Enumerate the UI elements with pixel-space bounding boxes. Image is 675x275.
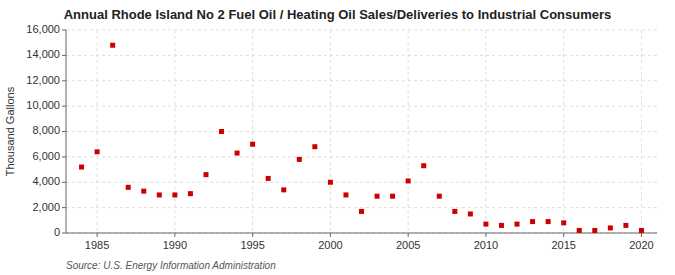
x-tick-label: 2010 (474, 239, 498, 251)
y-tick-label: 8,000 (32, 124, 60, 136)
x-tick (174, 233, 175, 237)
x-tick (408, 233, 409, 237)
y-grid-line (66, 207, 657, 208)
y-grid-line (66, 233, 657, 234)
x-grid-line (174, 30, 175, 233)
x-tick-label: 1995 (240, 239, 264, 251)
point (452, 209, 457, 214)
point (608, 225, 613, 230)
x-tick (330, 233, 331, 237)
y-tick (62, 156, 66, 157)
point (359, 209, 364, 214)
x-tick (252, 233, 253, 237)
x-tick-label: 2020 (629, 239, 653, 251)
point (530, 219, 535, 224)
point (639, 228, 644, 233)
x-tick-label: 2015 (551, 239, 575, 251)
point (126, 185, 131, 190)
x-tick (563, 233, 564, 237)
x-grid-line (330, 30, 331, 233)
x-tick-label: 2005 (396, 239, 420, 251)
point (546, 219, 551, 224)
y-grid-line (66, 131, 657, 132)
chart-svg: 0 2,000 4,000 6,000 8,000 10,000 12,000 14,000 1… (0, 0, 675, 275)
point (203, 172, 208, 177)
x-grid-line (252, 30, 253, 233)
y-tick (62, 207, 66, 208)
y-tick (62, 80, 66, 81)
point (157, 192, 162, 197)
point (468, 211, 473, 216)
y-tick-label: 2,000 (32, 201, 60, 213)
y-grid-line (66, 182, 657, 183)
x-grid-line (408, 30, 409, 233)
y-tick-label: 10,000 (26, 99, 60, 111)
y-tick (62, 55, 66, 56)
point (281, 187, 286, 192)
point (592, 228, 597, 233)
y-tick-label: 0 (54, 226, 60, 238)
points (79, 43, 644, 233)
x-tick-label: 2000 (318, 239, 342, 251)
x-tick (485, 233, 486, 237)
x-grid-line (485, 30, 486, 233)
point (375, 194, 380, 199)
x-tick-label: 1985 (85, 239, 109, 251)
point (95, 149, 100, 154)
y-grid-line (66, 80, 657, 81)
point (312, 144, 317, 149)
chart-container: 0 2,000 4,000 6,000 8,000 10,000 12,000 14,000 1… (0, 0, 675, 275)
grid (66, 30, 657, 233)
point (343, 192, 348, 197)
title: Annual Rhode Island No 2 Fuel Oil / Heat… (64, 7, 612, 22)
y-tick (62, 30, 66, 31)
x-axis-line (66, 233, 657, 234)
y-tick (62, 106, 66, 107)
y-tick-label: 12,000 (26, 74, 60, 86)
x-grid-line (97, 30, 98, 233)
point (499, 223, 504, 228)
point (483, 222, 488, 227)
point (266, 176, 271, 181)
y-grid-line (66, 106, 657, 107)
y-grid-line (66, 55, 657, 56)
y-tick-label: 14,000 (26, 48, 60, 60)
y-grid-line (66, 156, 657, 157)
y-tick-label: 4,000 (32, 175, 60, 187)
y-tick (62, 233, 66, 234)
point (235, 151, 240, 156)
point (297, 157, 302, 162)
point (79, 165, 84, 170)
x-tick-label: 1990 (163, 239, 187, 251)
y-tick (62, 182, 66, 183)
point (328, 180, 333, 185)
point (141, 189, 146, 194)
point (515, 222, 520, 227)
y-tick (62, 131, 66, 132)
point (219, 129, 224, 134)
y-axis-label: Thousand Gallons (4, 86, 16, 176)
point (390, 194, 395, 199)
y-grid-line (66, 30, 657, 31)
point (623, 223, 628, 228)
axes: 0 2,000 4,000 6,000 8,000 10,000 12,000 14,000 1… (26, 23, 653, 251)
point (250, 142, 255, 147)
x-grid-line (563, 30, 564, 233)
point (188, 191, 193, 196)
point (406, 178, 411, 183)
point (437, 194, 442, 199)
point (110, 43, 115, 48)
x-tick (641, 233, 642, 237)
y-tick-label: 16,000 (26, 23, 60, 35)
annotation: Source: U.S. Energy Information Administ… (66, 260, 276, 271)
point (172, 192, 177, 197)
x-tick (97, 233, 98, 237)
y-tick-label: 6,000 (32, 150, 60, 162)
x-grid-line (641, 30, 642, 233)
point (421, 163, 426, 168)
point (561, 220, 566, 225)
point (577, 228, 582, 233)
